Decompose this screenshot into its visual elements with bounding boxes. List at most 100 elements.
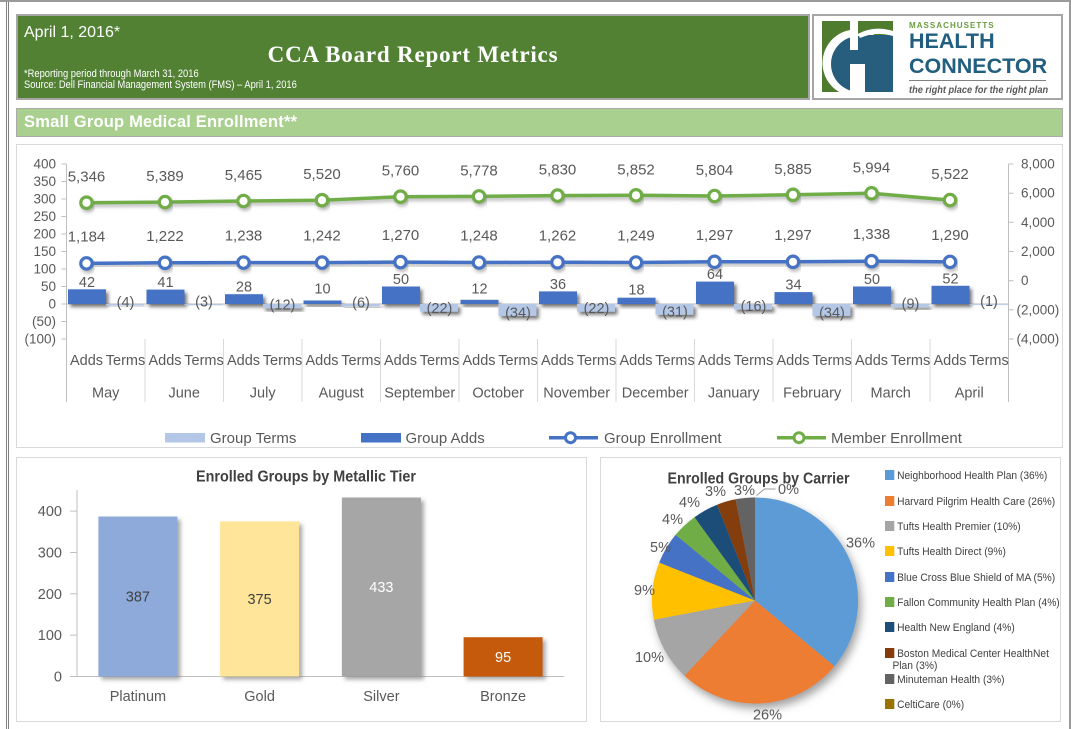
- svg-text:52: 52: [942, 271, 958, 287]
- svg-text:Enrolled Groups by Metallic Ti: Enrolled Groups by Metallic Tier: [196, 469, 416, 486]
- svg-text:April: April: [955, 385, 984, 401]
- svg-text:0: 0: [1021, 273, 1029, 288]
- svg-text:Terms: Terms: [969, 353, 1008, 369]
- svg-text:4%: 4%: [662, 512, 683, 528]
- svg-text:100: 100: [38, 628, 62, 644]
- svg-text:95: 95: [495, 650, 511, 666]
- svg-text:433: 433: [369, 580, 393, 596]
- svg-text:200: 200: [33, 226, 56, 241]
- svg-text:1,238: 1,238: [225, 227, 263, 244]
- svg-text:(22): (22): [427, 301, 453, 317]
- svg-text:June: June: [168, 385, 199, 401]
- svg-text:1,297: 1,297: [696, 226, 734, 243]
- svg-text:December: December: [622, 385, 689, 401]
- svg-text:(50): (50): [32, 314, 56, 329]
- svg-text:(16): (16): [741, 299, 767, 315]
- svg-text:(4,000): (4,000): [1017, 331, 1060, 346]
- svg-text:5,852: 5,852: [617, 161, 655, 178]
- svg-text:September: September: [384, 385, 455, 401]
- svg-text:Adds: Adds: [462, 353, 495, 369]
- svg-text:5,885: 5,885: [774, 160, 812, 177]
- svg-text:36: 36: [550, 276, 566, 292]
- svg-text:(34): (34): [819, 305, 845, 321]
- svg-text:5,346: 5,346: [68, 168, 106, 185]
- svg-text:387: 387: [126, 590, 150, 606]
- svg-text:Enrolled Groups by Carrier: Enrolled Groups by Carrier: [667, 471, 849, 488]
- svg-text:Group Terms: Group Terms: [210, 430, 296, 447]
- svg-text:1,184: 1,184: [68, 228, 106, 245]
- svg-text:Terms: Terms: [106, 353, 145, 369]
- svg-text:Gold: Gold: [244, 689, 275, 705]
- svg-text:(4): (4): [117, 294, 135, 310]
- svg-text:Adds: Adds: [384, 353, 417, 369]
- svg-text:Silver: Silver: [363, 689, 399, 705]
- svg-text:Member Enrollment: Member Enrollment: [831, 430, 963, 447]
- svg-text:1,248: 1,248: [460, 227, 498, 244]
- svg-text:1,297: 1,297: [774, 226, 812, 243]
- svg-text:(34): (34): [505, 305, 531, 321]
- svg-text:November: November: [543, 385, 610, 401]
- svg-text:(12): (12): [270, 297, 296, 313]
- svg-text:1,249: 1,249: [617, 227, 655, 244]
- svg-text:4%: 4%: [679, 495, 700, 511]
- svg-text:1,338: 1,338: [853, 226, 891, 243]
- svg-text:5%: 5%: [650, 540, 671, 556]
- svg-text:March: March: [871, 385, 911, 401]
- svg-text:Terms: Terms: [498, 353, 537, 369]
- svg-text:64: 64: [707, 267, 723, 283]
- svg-text:5,778: 5,778: [460, 162, 498, 179]
- svg-text:Group Adds: Group Adds: [406, 430, 485, 447]
- svg-text:5,522: 5,522: [931, 166, 969, 183]
- svg-text:10%: 10%: [634, 650, 663, 666]
- svg-text:Terms: Terms: [341, 353, 380, 369]
- svg-text:100: 100: [33, 261, 56, 276]
- svg-text:2,000: 2,000: [1021, 244, 1055, 259]
- svg-text:41: 41: [157, 275, 173, 291]
- svg-text:5,760: 5,760: [382, 162, 420, 179]
- svg-text:1,242: 1,242: [303, 227, 341, 244]
- svg-text:July: July: [250, 385, 277, 401]
- svg-text:36%: 36%: [845, 536, 874, 552]
- svg-text:(22): (22): [584, 301, 610, 317]
- svg-text:3%: 3%: [705, 484, 726, 500]
- svg-text:Terms: Terms: [184, 353, 223, 369]
- svg-text:5,994: 5,994: [853, 159, 891, 176]
- svg-text:(1): (1): [980, 293, 998, 309]
- svg-text:5,465: 5,465: [225, 167, 263, 184]
- svg-text:1,290: 1,290: [931, 226, 969, 243]
- svg-text:1,270: 1,270: [382, 227, 420, 244]
- svg-text:5,520: 5,520: [303, 166, 341, 183]
- svg-text:4,000: 4,000: [1021, 214, 1055, 229]
- svg-text:18: 18: [628, 282, 644, 298]
- svg-text:(31): (31): [662, 304, 688, 320]
- svg-text:0: 0: [48, 296, 56, 311]
- svg-text:(9): (9): [902, 296, 920, 312]
- svg-text:Adds: Adds: [305, 353, 338, 369]
- svg-text:October: October: [472, 385, 524, 401]
- svg-text:9%: 9%: [634, 583, 655, 599]
- svg-text:5,830: 5,830: [539, 161, 577, 178]
- svg-text:(100): (100): [24, 331, 56, 346]
- svg-text:12: 12: [471, 281, 487, 297]
- svg-text:Platinum: Platinum: [110, 689, 166, 705]
- svg-text:Adds: Adds: [541, 353, 574, 369]
- svg-text:August: August: [319, 385, 364, 401]
- svg-text:(2,000): (2,000): [1017, 302, 1060, 317]
- svg-text:350: 350: [33, 174, 56, 189]
- svg-text:Terms: Terms: [734, 353, 773, 369]
- svg-text:(6): (6): [352, 295, 370, 311]
- svg-text:8,000: 8,000: [1021, 156, 1055, 171]
- svg-text:Adds: Adds: [70, 353, 103, 369]
- svg-text:Terms: Terms: [420, 353, 459, 369]
- svg-text:Group Enrollment: Group Enrollment: [604, 430, 722, 447]
- svg-text:Terms: Terms: [812, 353, 851, 369]
- svg-text:Bronze: Bronze: [480, 689, 526, 705]
- svg-text:May: May: [92, 385, 120, 401]
- svg-text:3%: 3%: [734, 483, 755, 499]
- svg-text:375: 375: [247, 592, 271, 608]
- svg-text:0: 0: [54, 670, 62, 686]
- svg-text:Adds: Adds: [855, 353, 888, 369]
- svg-text:Adds: Adds: [698, 353, 731, 369]
- svg-text:34: 34: [785, 277, 801, 293]
- svg-text:Adds: Adds: [776, 353, 809, 369]
